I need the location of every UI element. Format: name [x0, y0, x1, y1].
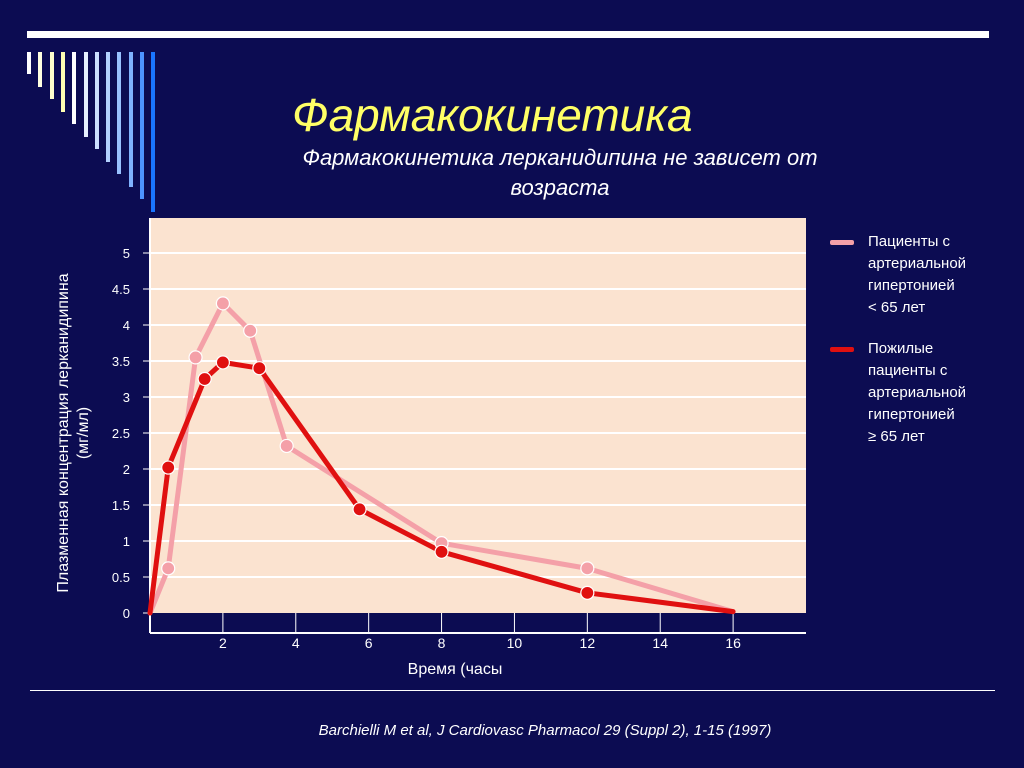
- y-tick-label: 3.5: [112, 354, 130, 369]
- x-tick-label: 4: [292, 635, 300, 651]
- decor-bar: [27, 52, 31, 74]
- data-point-1: [252, 361, 267, 376]
- y-tick-label: 0: [123, 606, 130, 621]
- decor-bar: [106, 52, 111, 162]
- y-tick-label: 0.5: [112, 570, 130, 585]
- y-tick-label: 5: [123, 246, 130, 261]
- x-tick-label: 16: [725, 635, 741, 651]
- decor-bar: [94, 52, 99, 149]
- data-point-1: [197, 371, 212, 387]
- data-point-0: [161, 561, 176, 576]
- top-rule: [27, 31, 989, 38]
- decor-bar: [60, 52, 65, 112]
- data-point-0: [580, 561, 595, 576]
- y-axis-label-line: (мг/мл): [75, 407, 92, 459]
- decor-bar: [38, 52, 43, 87]
- x-tick-label: 10: [507, 635, 523, 651]
- legend-swatch-young: [830, 240, 854, 245]
- x-tick-label: 8: [438, 635, 446, 651]
- data-point-1: [434, 544, 449, 559]
- decor-bar: [117, 52, 122, 174]
- slide-subtitle: Фармакокинетика лерканидипина не зависет…: [302, 145, 818, 200]
- slide-title: Фармакокинетика: [292, 89, 693, 141]
- y-tick-label: 1: [123, 534, 130, 549]
- data-point-0: [188, 350, 203, 365]
- data-point-1: [352, 502, 367, 517]
- legend-label-young: Пациенты с артериальной гипертонией < 65…: [868, 233, 967, 316]
- data-point-0: [215, 296, 230, 311]
- y-tick-label: 2.5: [112, 426, 130, 441]
- y-axis-label-line: Плазменная концентрация лерканидипина: [55, 273, 72, 592]
- x-tick-label: 6: [365, 635, 373, 651]
- data-point-0: [243, 323, 258, 338]
- decor-bar: [83, 52, 88, 137]
- y-axis-label: Плазменная концентрация лерканидипина (мг…: [55, 273, 92, 592]
- decor-bar: [72, 52, 77, 124]
- data-point-0: [279, 438, 294, 454]
- y-tick-label: 2: [123, 462, 130, 477]
- decor-bar: [151, 52, 156, 212]
- data-point-1: [161, 460, 176, 475]
- x-tick-label: 14: [652, 635, 668, 651]
- data-point-1: [215, 355, 230, 370]
- bottom-rule: [30, 690, 995, 691]
- decor-bar: [128, 52, 133, 187]
- y-tick-label: 1.5: [112, 498, 130, 513]
- legend-label-elderly: Пожилые пациенты с артериальной гипертон…: [868, 340, 967, 445]
- y-tick-label: 3: [123, 390, 130, 405]
- citation: Barchielli M et al, J Cardiovasc Pharmac…: [318, 722, 772, 739]
- plot-area: [150, 218, 806, 613]
- decor-bar: [49, 52, 54, 99]
- decor-bar: [140, 52, 144, 199]
- y-tick-label: 4.5: [112, 282, 130, 297]
- x-tick-label: 2: [219, 635, 227, 651]
- data-point-1: [580, 585, 595, 600]
- legend-swatch-elderly: [830, 347, 854, 352]
- y-tick-label: 4: [123, 318, 130, 333]
- x-tick-label: 12: [580, 635, 596, 651]
- x-axis-label: Время (часы: [408, 661, 503, 678]
